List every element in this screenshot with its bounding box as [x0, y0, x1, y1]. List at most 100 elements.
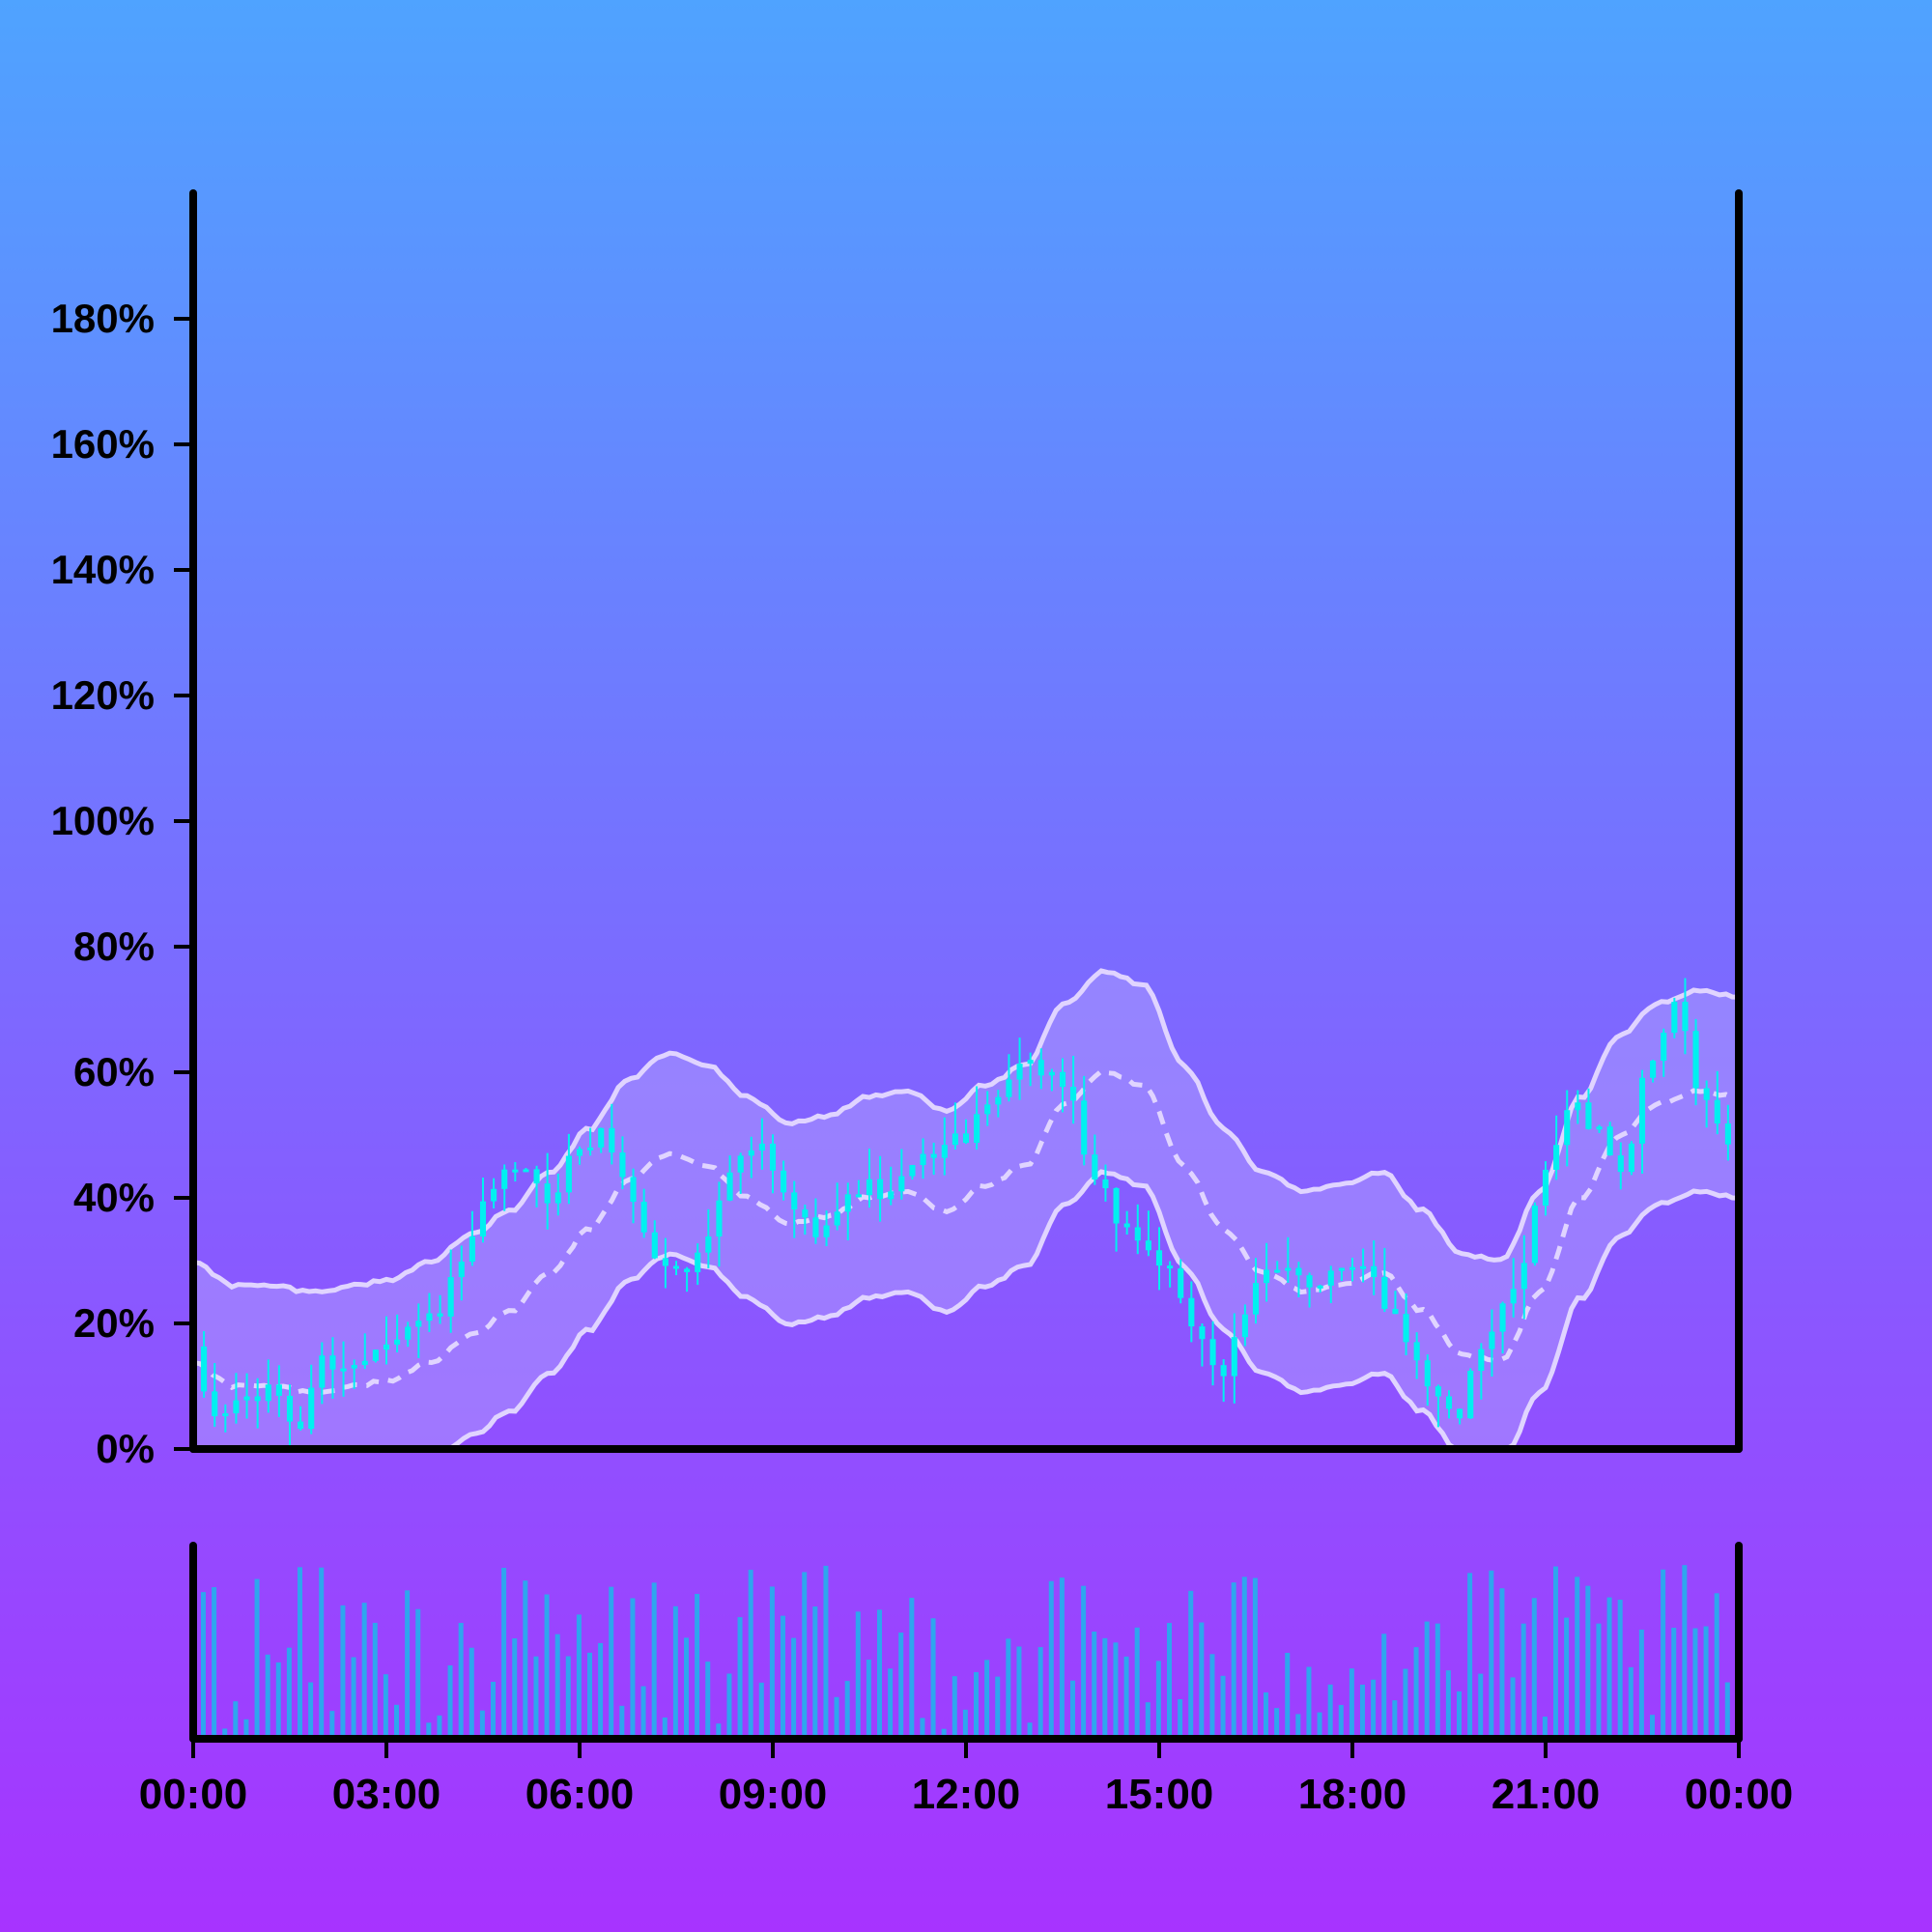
candle-body — [791, 1192, 798, 1210]
candle — [781, 1160, 787, 1201]
candle-body — [426, 1313, 433, 1321]
candle — [684, 1266, 691, 1293]
candle-body — [1424, 1360, 1431, 1387]
candle — [748, 1136, 754, 1179]
y-tick-label: 140% — [51, 547, 155, 592]
candle — [769, 1134, 777, 1194]
volume-bar — [1081, 1585, 1087, 1739]
candle-body — [984, 1104, 991, 1115]
volume-bar — [212, 1587, 217, 1739]
volume-bar — [1585, 1585, 1591, 1739]
x-tick-label: 15:00 — [1105, 1771, 1214, 1818]
candle — [662, 1237, 668, 1289]
candle-body — [275, 1384, 282, 1396]
volume-bar — [781, 1615, 785, 1739]
candle — [888, 1166, 895, 1206]
candle — [1628, 1141, 1634, 1176]
volume-bar — [812, 1606, 818, 1739]
volume-bar — [974, 1671, 979, 1739]
volume-bar — [1027, 1722, 1033, 1739]
candle-body — [1081, 1100, 1088, 1155]
candle — [1553, 1115, 1560, 1180]
candle — [533, 1165, 540, 1208]
candle — [1596, 1124, 1603, 1133]
candle-body — [823, 1225, 830, 1237]
candle-body — [394, 1339, 401, 1345]
volume-bar — [1692, 1628, 1698, 1739]
candle-body — [1510, 1289, 1517, 1304]
candle-body — [920, 1153, 926, 1166]
candle-body — [781, 1170, 787, 1193]
candle-body — [1596, 1126, 1603, 1130]
volume-bar — [405, 1590, 411, 1739]
volume-bar — [1209, 1654, 1215, 1739]
volume-bar — [233, 1701, 239, 1739]
volume-bar — [394, 1704, 399, 1739]
volume-bar — [533, 1656, 539, 1739]
candle — [523, 1167, 529, 1173]
y-tick-label: 0% — [96, 1426, 155, 1471]
volume-bar — [630, 1598, 636, 1739]
candle-body — [1575, 1102, 1581, 1111]
volume-bar — [898, 1633, 904, 1739]
candle — [1424, 1354, 1431, 1406]
candle — [1338, 1267, 1345, 1282]
volume-bar — [962, 1709, 968, 1739]
candle — [1349, 1257, 1356, 1282]
volume-bar — [1048, 1580, 1054, 1739]
candle — [1081, 1075, 1088, 1166]
candle — [1714, 1070, 1720, 1135]
candle — [640, 1188, 647, 1238]
candle-body — [243, 1396, 250, 1401]
candle-body — [1274, 1269, 1281, 1273]
candle-body — [1102, 1179, 1109, 1188]
volume-bar — [308, 1682, 314, 1739]
volume-bar — [705, 1662, 711, 1739]
candle-body — [952, 1133, 958, 1146]
volume-bar — [909, 1598, 915, 1739]
candle — [1178, 1259, 1184, 1304]
candle-body — [598, 1127, 605, 1148]
candle-body — [1714, 1099, 1720, 1124]
candle — [1531, 1202, 1538, 1266]
y-tick-label: 20% — [73, 1300, 155, 1346]
volume-bar — [265, 1654, 270, 1739]
candle-body — [329, 1355, 336, 1370]
x-tick-label: 00:00 — [139, 1771, 248, 1818]
candle — [361, 1333, 368, 1370]
candle-body — [1724, 1123, 1731, 1145]
candle-body — [1628, 1143, 1634, 1173]
candle — [1027, 1052, 1034, 1087]
y-tick-label: 160% — [51, 421, 155, 467]
candle — [1510, 1258, 1517, 1318]
volume-bar — [415, 1608, 421, 1739]
candle-body — [737, 1155, 744, 1173]
volume-bar — [383, 1674, 388, 1739]
candle — [458, 1245, 465, 1301]
candle — [501, 1164, 508, 1211]
candle-body — [286, 1395, 294, 1422]
candle — [909, 1164, 916, 1180]
volume-bar — [1714, 1593, 1719, 1739]
candle-body — [1070, 1087, 1077, 1101]
candle-body — [1457, 1408, 1463, 1419]
candle — [415, 1303, 422, 1358]
candle-body — [1252, 1283, 1260, 1315]
candle — [372, 1350, 379, 1363]
volume-bar — [930, 1618, 936, 1739]
volume-bar — [512, 1638, 518, 1739]
candle — [1134, 1204, 1141, 1255]
volume-bar — [1424, 1621, 1430, 1739]
candle-body — [383, 1344, 390, 1350]
candle-body — [361, 1360, 368, 1366]
candle — [1606, 1122, 1613, 1156]
volume-bar — [877, 1609, 882, 1739]
candle-body — [866, 1179, 873, 1196]
volume-bar — [1661, 1569, 1666, 1739]
candle-body — [609, 1127, 615, 1153]
candle-body — [1199, 1326, 1206, 1340]
candle-body — [1220, 1365, 1227, 1377]
candle — [1445, 1390, 1453, 1419]
candle-body — [1048, 1071, 1055, 1076]
x-tick-label: 06:00 — [526, 1771, 635, 1818]
